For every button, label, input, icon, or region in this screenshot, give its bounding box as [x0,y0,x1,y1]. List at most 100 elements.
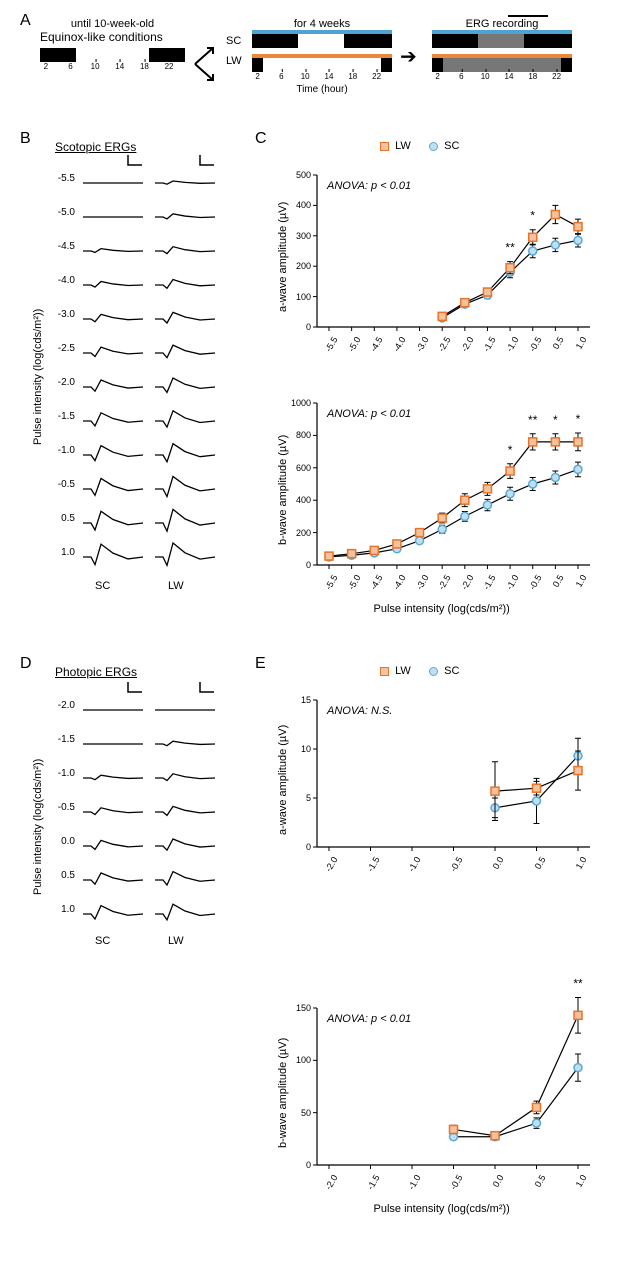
col-lw-b: LW [168,580,184,592]
legend-e: LW SC [380,665,459,677]
xtick-label: -5.5 [321,573,340,595]
intensity-label: -0.5 [45,479,75,490]
erg-trace-icon [83,505,143,537]
xtick-label: -1.5 [363,1173,382,1195]
legend-sc-e: SC [444,665,459,677]
intensity-label: 0.5 [45,870,75,881]
anova-text: ANOVA: p < 0.01 [327,180,411,192]
chart-plot: ** [305,1000,595,1175]
panel-e-label: E [255,655,266,673]
erg-trace-icon [155,760,215,792]
xtick-label: -5.0 [344,335,363,357]
panel-a-label: A [20,12,31,30]
erg-trace-icon [83,471,143,503]
xtick-label: -1.0 [502,335,521,357]
xtick-label: -2.5 [434,335,453,357]
lw-erg-schedule [432,58,572,72]
xtick-label: 0.0 [487,1173,506,1195]
erg-trace-icon [83,165,143,197]
intensity-label: -4.5 [45,241,75,252]
erg-trace-icon [83,760,143,792]
scale-bar-icon [128,682,144,696]
xtick-label: 0.5 [547,335,566,357]
intensity-label: -3.0 [45,309,75,320]
intensity-label: -2.5 [45,343,75,354]
erg-trace-icon [83,692,143,724]
time-hour-label: Time (hour) [252,84,392,95]
panel-c-label: C [255,130,267,148]
xtick-label: -2.0 [321,1173,340,1195]
xtick-label: -0.5 [525,335,544,357]
lw-4wk-schedule [252,58,392,72]
xtick-label: -5.5 [321,335,340,357]
lw-marker-icon [380,667,389,676]
scale-bar-icon [128,155,144,169]
erg-trace-icon [83,726,143,758]
erg-trace-icon [155,199,215,231]
legend-c: LW SC [380,140,459,152]
svg-text:*: * [553,413,558,427]
panel-a-title1: until 10-week-old [40,18,185,30]
chart-ylabel: a-wave amplitude (µV) [277,724,289,834]
erg-trace-icon [155,471,215,503]
erg-marker-icon [508,15,548,18]
photopic-title: Photopic ERGs [55,665,137,679]
sc-marker-icon [429,142,438,151]
erg-trace-icon [155,233,215,265]
legend-lw: LW [395,140,411,152]
erg-trace-icon [155,692,215,724]
erg-trace-icon [83,437,143,469]
chart-ylabel: a-wave amplitude (µV) [277,202,289,312]
erg-trace-icon [83,199,143,231]
intensity-label: -4.0 [45,275,75,286]
xtick-label: -3.0 [412,573,431,595]
erg-trace-icon [155,862,215,894]
svg-text:*: * [530,209,535,223]
intensity-label: 1.0 [45,904,75,915]
legend-lw-e: LW [395,665,411,677]
erg-trace-icon [83,862,143,894]
intensity-label: -5.0 [45,207,75,218]
erg-trace-icon [83,539,143,571]
erg-trace-icon [155,794,215,826]
xtick-label: 1.0 [570,855,589,877]
chart-plot: ***** [305,395,595,575]
erg-trace-icon [155,165,215,197]
xtick-label: -1.0 [404,855,423,877]
scale-bar-icon [200,155,216,169]
arrow-icon: ➔ [400,44,417,69]
xtick-label: -1.0 [404,1173,423,1195]
intensity-label: 1.0 [45,547,75,558]
erg-trace-icon [83,335,143,367]
xtick-label: -3.0 [412,335,431,357]
svg-text:**: ** [573,977,583,991]
col-sc-b: SC [95,580,110,592]
erg-trace-icon [155,828,215,860]
panel-b-ylabel: Pulse intensity (log(cds/m²)) [32,309,44,445]
scale-bar-icon [200,682,216,696]
chart-plot: *** [305,167,595,337]
col-lw-d: LW [168,935,184,947]
panel-b-label: B [20,130,31,148]
erg-trace-icon [155,403,215,435]
xtick-label: -2.0 [321,855,340,877]
chart-xlabel: Pulse intensity (log(cds/m²)) [374,603,510,615]
xtick-label: -1.5 [363,855,382,877]
intensity-label: -1.5 [45,411,75,422]
erg-trace-icon [155,726,215,758]
erg-trace-icon [155,896,215,928]
split-arrow-icon [193,42,223,87]
xtick-label: -4.5 [366,573,385,595]
xtick-label: -2.0 [457,335,476,357]
sc-4wk-schedule [252,34,392,48]
svg-text:**: ** [528,413,538,427]
chart-ylabel: b-wave amplitude (µV) [277,1037,289,1147]
xtick-label: 1.0 [570,335,589,357]
svg-text:**: ** [505,241,515,255]
anova-text: ANOVA: p < 0.01 [327,1013,411,1025]
panel-a-title2: Equinox-like conditions [40,30,210,44]
xtick-label: 0.0 [487,855,506,877]
xtick-label: 0.5 [547,573,566,595]
erg-trace-icon [83,369,143,401]
panel-d-label: D [20,655,32,673]
